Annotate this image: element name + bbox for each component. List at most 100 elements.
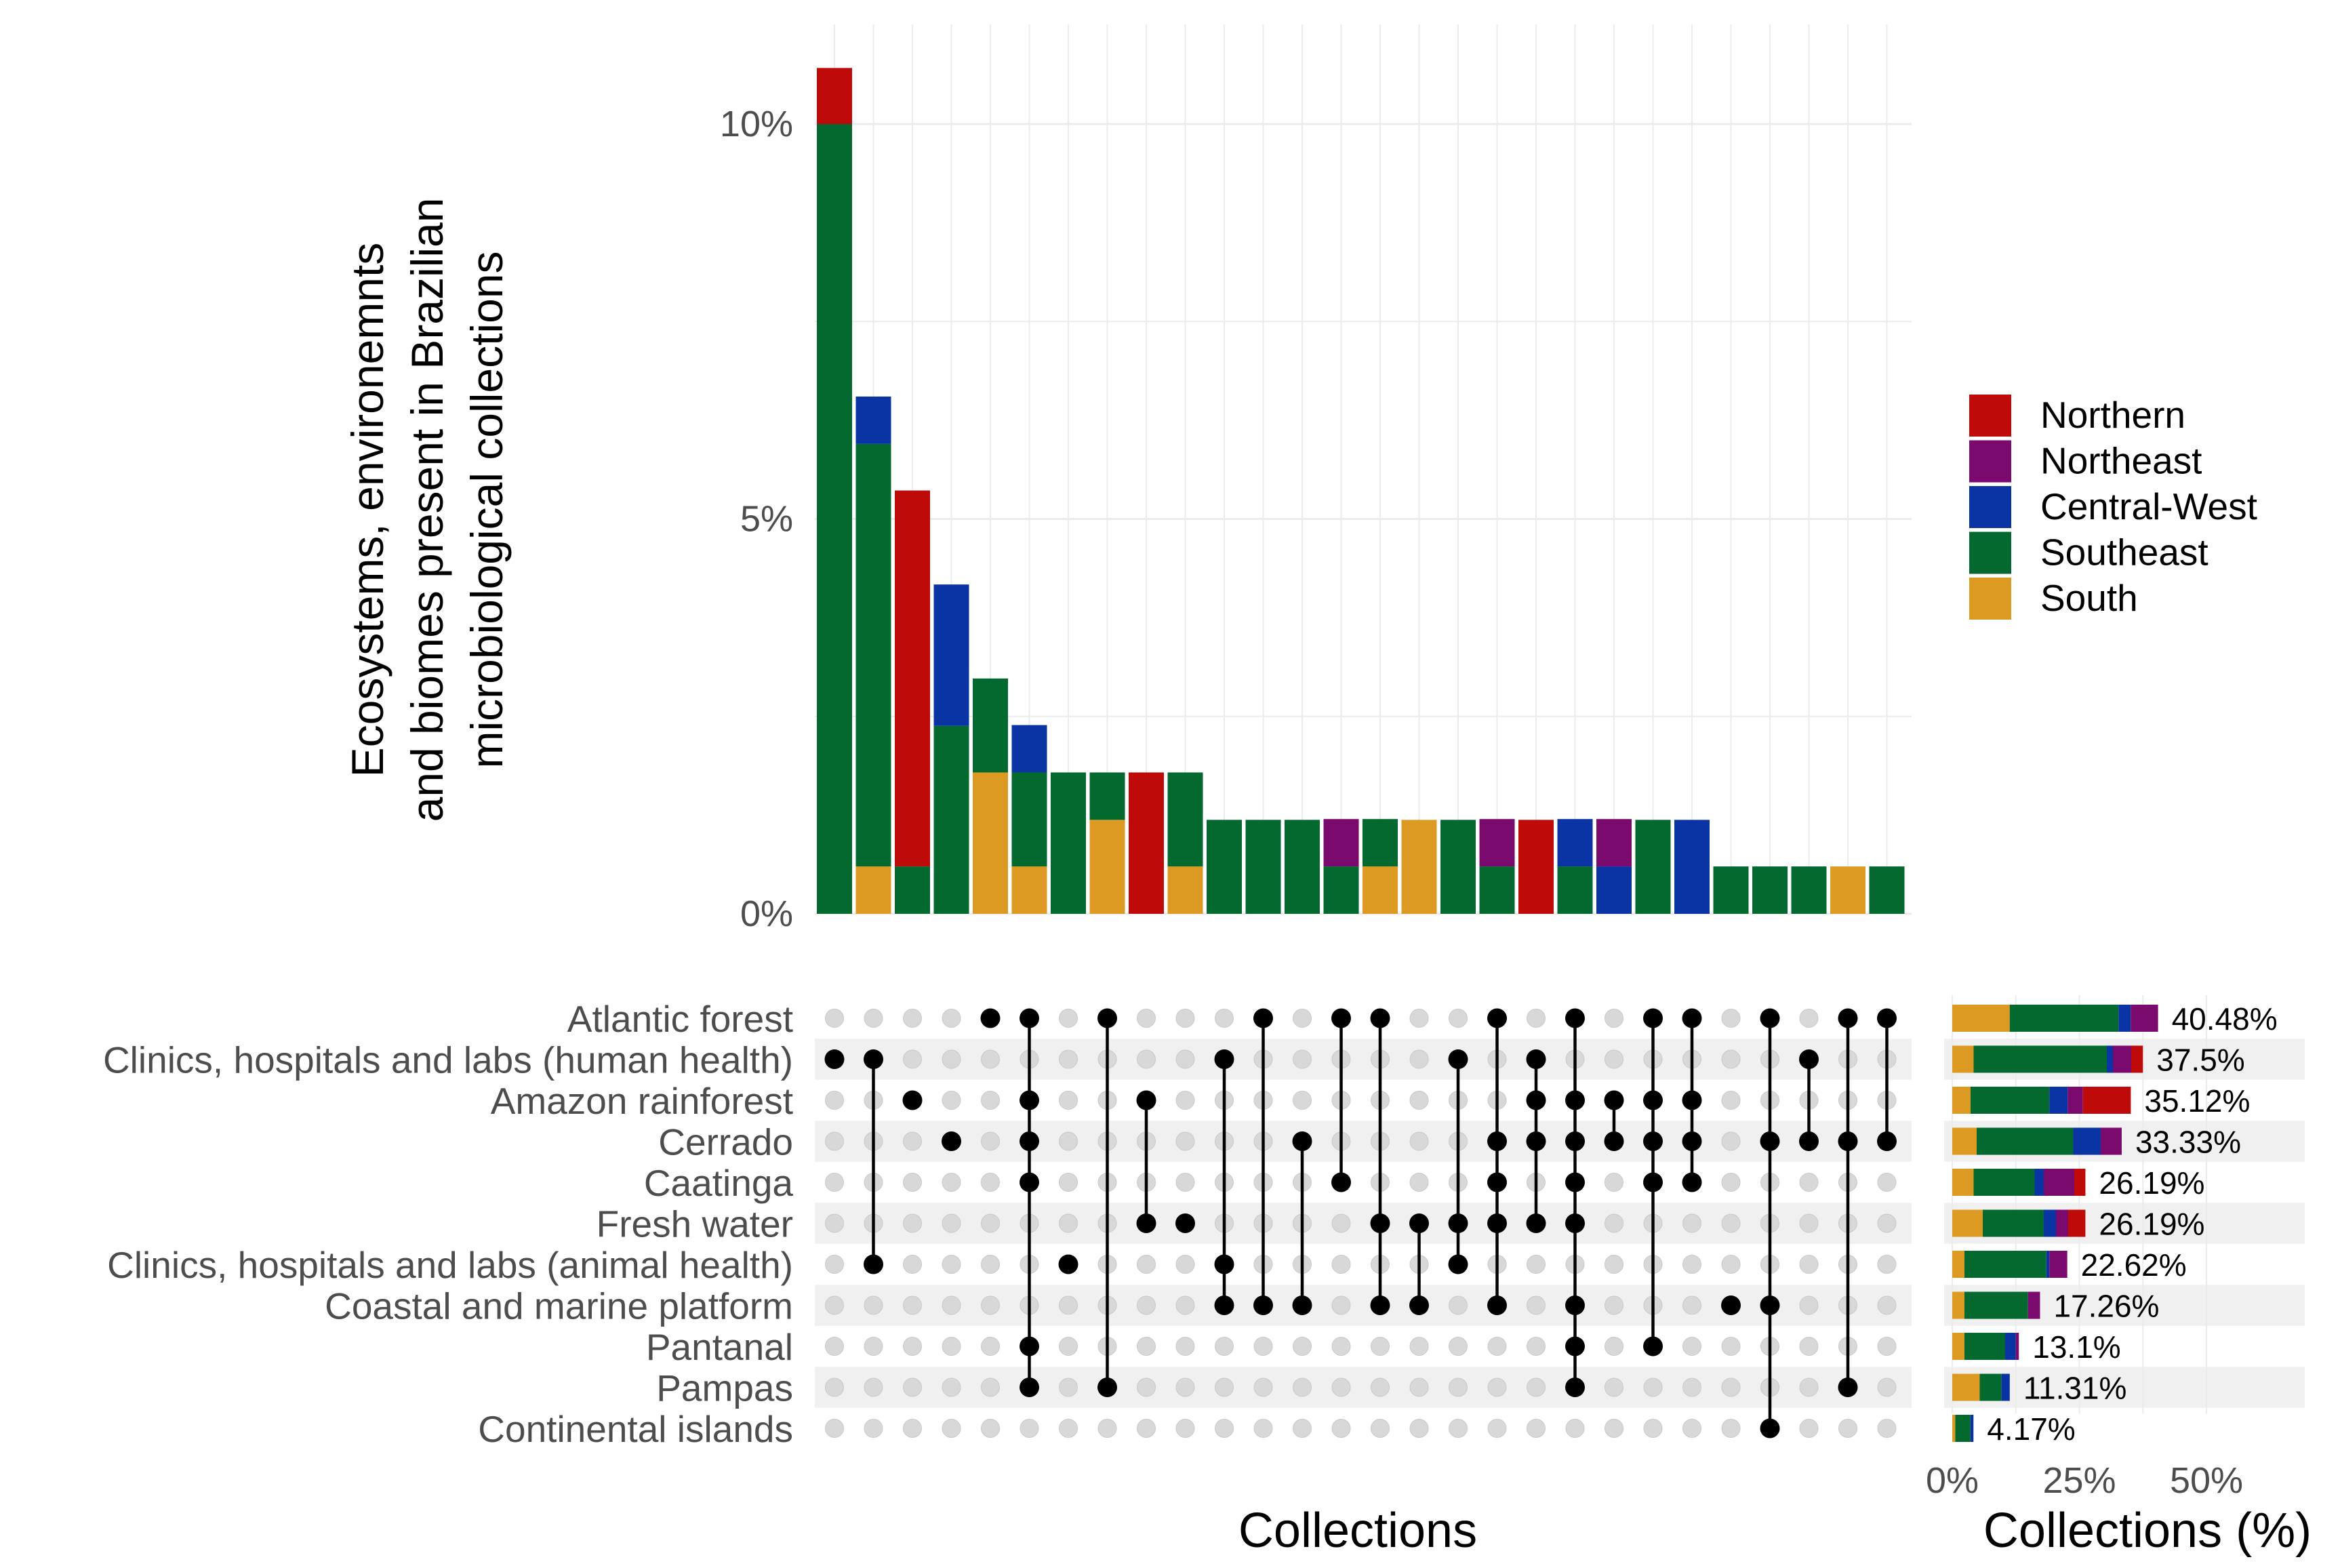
matrix-dot-empty bbox=[1877, 1295, 1897, 1315]
matrix-dot-filled bbox=[1799, 1049, 1819, 1069]
matrix-dot-empty bbox=[1409, 1131, 1429, 1151]
matrix-dot-empty bbox=[1215, 1009, 1234, 1028]
matrix-dot-empty bbox=[981, 1091, 1000, 1110]
matrix-dot-filled bbox=[1020, 1090, 1039, 1110]
side-x-tick-label: 50% bbox=[2170, 1460, 2243, 1501]
matrix-dot-empty bbox=[1137, 1255, 1156, 1274]
matrix-dot-empty bbox=[1020, 1419, 1039, 1438]
matrix-dot-filled bbox=[1643, 1090, 1663, 1110]
matrix-dot-empty bbox=[1059, 1419, 1078, 1438]
set-bar-segment-southeast bbox=[1955, 1415, 1971, 1442]
bar-segment-southeast bbox=[933, 725, 969, 914]
set-size-label: 35.12% bbox=[2144, 1083, 2250, 1119]
matrix-dot-filled bbox=[1253, 1008, 1273, 1028]
matrix-dot-empty bbox=[1409, 1091, 1429, 1110]
bar-segment-southeast bbox=[1479, 866, 1515, 914]
bar-segment-south bbox=[1089, 820, 1125, 914]
matrix-dot-empty bbox=[1137, 1049, 1156, 1069]
matrix-dot-empty bbox=[1682, 1378, 1701, 1397]
legend-swatch-central-west bbox=[1969, 486, 2011, 528]
set-label: Caatinga bbox=[644, 1162, 794, 1204]
bar-segment-south bbox=[973, 772, 1008, 914]
y-axis-ticks: 0% 5% 10% bbox=[720, 104, 793, 934]
matrix-dot-empty bbox=[981, 1419, 1000, 1438]
set-bar-segment-northeast bbox=[2028, 1291, 2040, 1319]
y-tick-label: 10% bbox=[720, 104, 793, 144]
bar-segment-northeast bbox=[1323, 819, 1359, 867]
bar-segment-south bbox=[1167, 866, 1203, 914]
matrix-dot-empty bbox=[825, 1378, 844, 1397]
set-bar-segment-south bbox=[1952, 1127, 1977, 1155]
set-size-label: 26.19% bbox=[2099, 1165, 2204, 1201]
matrix-dot-empty bbox=[1682, 1295, 1701, 1315]
matrix-dot-empty bbox=[1175, 1131, 1195, 1151]
matrix-dot-filled bbox=[1565, 1213, 1585, 1233]
set-bar-segment-central-west bbox=[2118, 1005, 2131, 1032]
matrix-dot-empty bbox=[825, 1173, 844, 1192]
matrix-dot-empty bbox=[1799, 1419, 1819, 1438]
matrix-dot-empty bbox=[1799, 1213, 1819, 1233]
matrix-dot-empty bbox=[942, 1091, 961, 1110]
matrix-dot-filled bbox=[1838, 1131, 1858, 1151]
bar-segment-northern bbox=[1518, 820, 1554, 914]
set-label: Fresh water bbox=[597, 1203, 793, 1245]
matrix-dot-empty bbox=[1487, 1378, 1507, 1397]
bar-segment-central-west bbox=[1011, 725, 1047, 773]
matrix-dot-filled bbox=[1643, 1008, 1663, 1028]
matrix-dot-filled bbox=[1020, 1172, 1039, 1192]
bar-segment-southeast bbox=[1011, 772, 1047, 867]
matrix-dot-empty bbox=[1371, 1378, 1390, 1397]
matrix-dot-filled bbox=[1487, 1172, 1507, 1192]
matrix-dot-empty bbox=[1409, 1049, 1429, 1069]
matrix-dot-empty bbox=[1059, 1049, 1078, 1069]
matrix-dot-filled bbox=[1487, 1008, 1507, 1028]
matrix-dot-empty bbox=[1605, 1337, 1623, 1356]
matrix-dot-empty bbox=[1799, 1173, 1819, 1192]
set-size-label: 13.1% bbox=[2032, 1329, 2120, 1365]
matrix-dot-filled bbox=[1760, 1008, 1780, 1028]
matrix-dot-empty bbox=[1799, 1378, 1819, 1397]
matrix-dot-filled bbox=[1253, 1295, 1273, 1315]
legend-swatch-northern bbox=[1969, 395, 2011, 437]
matrix-dot-empty bbox=[1527, 1255, 1546, 1274]
matrix-dot-empty bbox=[942, 1213, 961, 1233]
matrix-dot-filled bbox=[864, 1254, 883, 1274]
matrix-dot-filled bbox=[1565, 1008, 1585, 1028]
set-bar-segment-southeast bbox=[1964, 1291, 2028, 1319]
matrix-dot-empty bbox=[903, 1295, 922, 1315]
set-bar-segment-northern bbox=[2131, 1045, 2143, 1073]
matrix-dot-filled bbox=[1409, 1295, 1429, 1315]
matrix-dot-filled bbox=[1643, 1131, 1663, 1151]
set-bar-segment-northeast bbox=[2015, 1333, 2019, 1360]
matrix-dot-empty bbox=[1331, 1213, 1351, 1233]
matrix-dot-filled bbox=[1097, 1008, 1117, 1028]
matrix-dot-empty bbox=[1449, 1419, 1468, 1438]
matrix-dot-filled bbox=[1877, 1131, 1897, 1151]
matrix-dot-filled bbox=[1409, 1213, 1429, 1233]
set-size-label: 17.26% bbox=[2053, 1289, 2159, 1324]
matrix-dot-empty bbox=[1605, 1419, 1623, 1438]
bar-segment-southeast bbox=[855, 443, 891, 867]
matrix-dot-empty bbox=[1682, 1419, 1701, 1438]
matrix-dot-filled bbox=[1643, 1172, 1663, 1192]
set-bar-segment-central-west bbox=[2049, 1087, 2068, 1114]
bar-segment-central-west bbox=[1674, 820, 1710, 914]
matrix-dot-filled bbox=[1370, 1213, 1390, 1233]
matrix-dot-filled bbox=[1682, 1008, 1702, 1028]
matrix-dot-empty bbox=[942, 1378, 961, 1397]
set-bar-segment-south bbox=[1952, 1169, 1974, 1196]
matrix-dot-empty bbox=[1877, 1337, 1897, 1356]
set-bar-segment-northeast bbox=[2044, 1169, 2074, 1196]
matrix-dot-empty bbox=[1137, 1378, 1156, 1397]
matrix-dot-filled bbox=[1487, 1213, 1507, 1233]
set-bar-segment-central-west bbox=[2001, 1373, 2010, 1401]
matrix-dot-filled bbox=[1292, 1295, 1312, 1315]
matrix-dot-empty bbox=[1682, 1255, 1701, 1274]
bar-segment-southeast bbox=[1635, 820, 1671, 914]
legend-label: Northeast bbox=[2040, 440, 2202, 482]
matrix-dot-empty bbox=[1137, 1419, 1156, 1438]
matrix-dot-empty bbox=[864, 1295, 883, 1315]
matrix-dot-empty bbox=[1682, 1337, 1701, 1356]
y-tick-label: 0% bbox=[740, 893, 793, 934]
